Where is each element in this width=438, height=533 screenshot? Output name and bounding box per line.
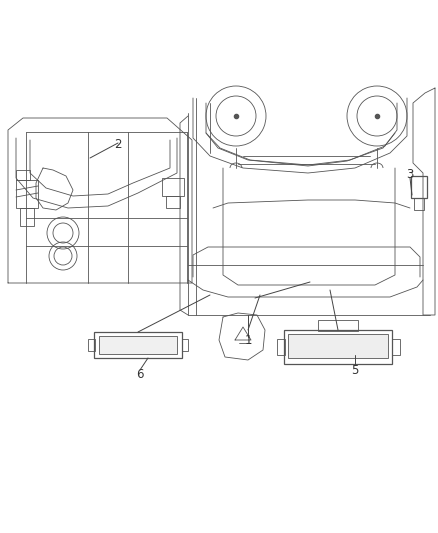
Bar	[288, 334, 388, 358]
Text: 6: 6	[136, 368, 144, 382]
Text: 5: 5	[351, 364, 359, 376]
Text: 3: 3	[406, 168, 413, 182]
Text: 1: 1	[244, 334, 252, 346]
Bar	[277, 339, 285, 355]
Bar	[284, 330, 392, 364]
Bar	[88, 339, 95, 351]
Bar	[182, 339, 188, 351]
Bar	[94, 332, 182, 358]
Bar	[20, 208, 34, 226]
Bar	[414, 198, 424, 210]
Bar	[392, 339, 400, 355]
Bar	[162, 178, 184, 196]
Bar	[16, 180, 38, 208]
Bar	[16, 170, 30, 180]
Bar	[411, 176, 427, 198]
Text: 2: 2	[114, 139, 122, 151]
Bar	[318, 320, 358, 331]
Bar	[166, 196, 180, 208]
Bar	[99, 336, 177, 354]
